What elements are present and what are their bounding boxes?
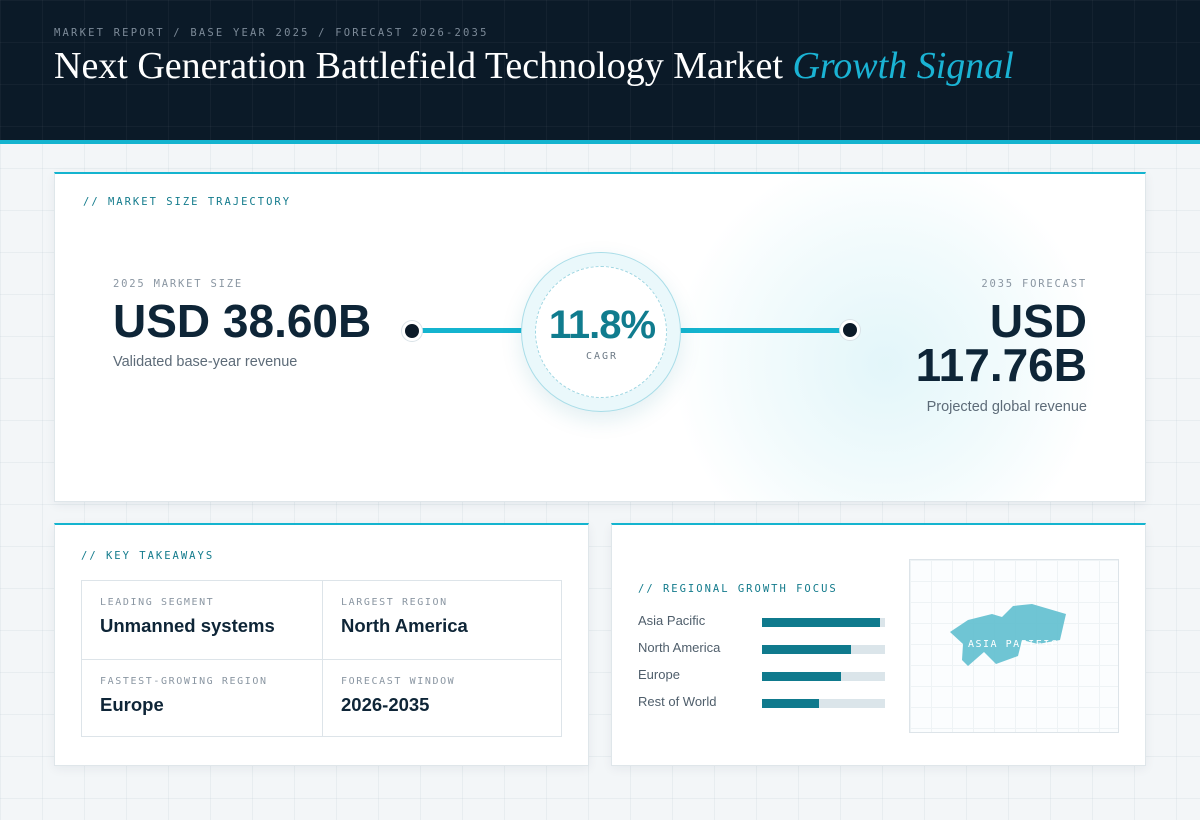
takeaway-label: LARGEST REGION [341, 597, 448, 608]
end-point-dot [840, 320, 860, 340]
market-size-trajectory-card: // MARKET SIZE TRAJECTORY 2025 MARKET SI… [54, 172, 1146, 502]
takeaway-label: FASTEST-GROWING REGION [100, 676, 268, 687]
trajectory-line-left [420, 328, 523, 333]
region-bar-track [762, 699, 885, 708]
takeaway-cell: FORECAST WINDOW 2026-2035 [322, 659, 562, 737]
forecast-caption: Projected global revenue [926, 399, 1087, 415]
page-title: Next Generation Battlefield Technology M… [54, 44, 1014, 88]
takeaway-cell: LARGEST REGION North America [322, 581, 562, 659]
page-title-accent: Growth Signal [792, 45, 1014, 87]
start-year-label: 2025 MARKET SIZE [113, 278, 243, 290]
map-region-label: ASIA PACIFIC [968, 639, 1059, 650]
trajectory-line-right [679, 328, 841, 333]
region-row: North America [638, 638, 888, 658]
region-bar-fill [762, 645, 851, 654]
region-bar-fill [762, 618, 881, 627]
region-name: Europe [638, 667, 680, 682]
page-title-main: Next Generation Battlefield Technology M… [54, 45, 783, 87]
region-name: North America [638, 640, 721, 655]
trajectory-section-label: // MARKET SIZE TRAJECTORY [83, 196, 292, 208]
region-map: ASIA PACIFIC [909, 559, 1119, 733]
takeaway-value: Unmanned systems [100, 615, 275, 636]
regional-growth-card: // REGIONAL GROWTH FOCUS Asia Pacific No… [611, 523, 1146, 766]
start-market-value: USD 38.60B [113, 295, 372, 347]
region-name: Rest of World [638, 694, 717, 709]
cagr-label: CAGR [585, 351, 619, 362]
region-bar-track [762, 672, 885, 681]
takeaway-value: 2026-2035 [341, 694, 430, 715]
key-takeaways-card: // KEY TAKEAWAYS LEADING SEGMENT Unmanne… [54, 523, 589, 766]
start-point-dot [402, 321, 422, 341]
takeaway-value: North America [341, 615, 468, 636]
region-row: Asia Pacific [638, 611, 888, 631]
asia-pacific-map-shape [950, 604, 1066, 666]
takeaway-label: LEADING SEGMENT [100, 597, 215, 608]
forecast-value-line2: 117.76B [915, 339, 1087, 391]
region-bar-fill [762, 672, 841, 681]
forecast-value-line1: USD [989, 295, 1087, 347]
region-row: Rest of World [638, 692, 888, 712]
cagr-value: 11.8% [548, 303, 656, 347]
takeaways-section-label: // KEY TAKEAWAYS [81, 550, 215, 562]
background-glow [675, 174, 1095, 501]
cagr-badge: 11.8% CAGR [521, 252, 681, 412]
takeaway-label: FORECAST WINDOW [341, 676, 456, 687]
takeaway-cell: LEADING SEGMENT Unmanned systems [82, 581, 322, 659]
header: MARKET REPORT / BASE YEAR 2025 / FORECAS… [0, 0, 1200, 140]
region-row: Europe [638, 665, 888, 685]
region-bar-track [762, 645, 885, 654]
breadcrumb: MARKET REPORT / BASE YEAR 2025 / FORECAS… [54, 27, 489, 39]
header-accent-bar [0, 140, 1200, 144]
takeaway-cell: FASTEST-GROWING REGION Europe [82, 659, 322, 737]
region-bar-track [762, 618, 885, 627]
forecast-year-label: 2035 FORECAST [981, 278, 1087, 290]
region-bar-fill [762, 699, 819, 708]
regional-section-label: // REGIONAL GROWTH FOCUS [638, 583, 838, 595]
region-name: Asia Pacific [638, 613, 706, 628]
takeaway-value: Europe [100, 694, 164, 715]
start-caption: Validated base-year revenue [113, 354, 298, 370]
takeaways-grid: LEADING SEGMENT Unmanned systems LARGEST… [81, 580, 562, 737]
forecast-market-value: USD 117.76B [915, 295, 1087, 391]
